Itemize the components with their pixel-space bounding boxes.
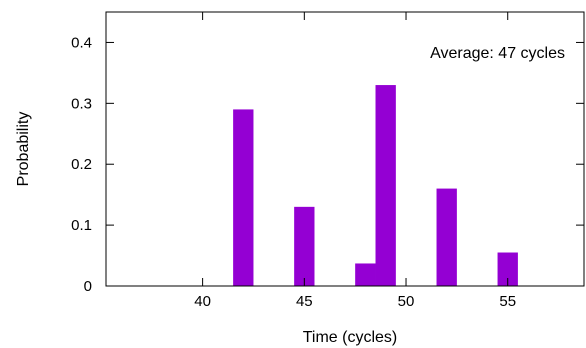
x-tick-label: 40 [194,293,211,310]
bar [497,252,518,286]
x-ticks: 40 45 50 55 [194,12,516,310]
average-annotation: Average: 47 cycles [430,45,565,62]
bar [375,85,396,286]
bar [436,188,457,286]
y-tick-label: 0 [84,278,92,295]
y-tick-label: 0.3 [71,95,92,112]
y-tick-label: 0.4 [71,34,92,51]
bar [355,263,376,286]
y-axis-label: Probability [15,112,32,187]
bars [233,85,518,286]
x-axis-label: Time (cycles) [303,329,398,346]
y-tick-label: 0.1 [71,217,92,234]
y-tick-label: 0.2 [71,156,92,173]
x-tick-label: 55 [499,293,516,310]
bar [294,206,315,286]
plot-frame [105,11,585,287]
x-tick-label: 45 [296,293,313,310]
y-ticks: 0 0.1 0.2 0.3 0.4 [71,34,584,295]
bar [233,109,254,286]
x-tick-label: 50 [398,293,415,310]
